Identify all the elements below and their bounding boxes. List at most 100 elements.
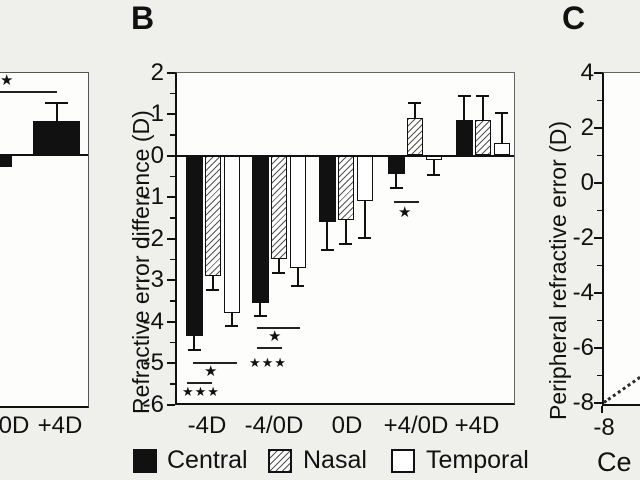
legend-swatch-central bbox=[133, 449, 157, 473]
panel-b-ytick-major bbox=[167, 113, 175, 115]
panel-b-errorbar bbox=[395, 174, 398, 189]
panel-b-ytick-major bbox=[167, 362, 175, 364]
panel-b-ytick-major bbox=[167, 403, 175, 406]
panel-b-bar-nasal--4/0D bbox=[270, 155, 287, 260]
panel-c-ytick-label: 4 bbox=[580, 59, 594, 86]
panel-c-ytick-major bbox=[594, 347, 602, 349]
panel-b-errorbar-cap bbox=[476, 95, 490, 98]
panel-c-ytick-minor bbox=[597, 99, 602, 102]
panel-b-significance-star-0: ★ bbox=[204, 363, 219, 380]
panel-b-errorbar-cap bbox=[253, 315, 267, 318]
panel-b-significance-star-2: ★ bbox=[268, 328, 283, 345]
panel-c-plot-area bbox=[602, 72, 640, 406]
panel-c-ytick-minor bbox=[597, 154, 602, 157]
panel-b-significance-line-0 bbox=[193, 362, 237, 364]
legend-swatch-temporal bbox=[391, 449, 415, 473]
panel-b-errorbar-cap bbox=[358, 236, 372, 239]
panel-b-ytick-minor bbox=[170, 134, 175, 136]
panel-b-ytick-label: -2 bbox=[142, 224, 164, 252]
panel-b-errorbar bbox=[230, 313, 233, 327]
panel-b-ytick-major bbox=[167, 196, 175, 198]
panel-c-ytick-major bbox=[594, 292, 602, 294]
panel-b-significance-star-1: ★★★ bbox=[182, 384, 220, 399]
panel-b-errorbar bbox=[326, 221, 329, 251]
panel-c-ytick-major bbox=[594, 237, 602, 239]
panel-b-ytick-label: 1 bbox=[150, 100, 164, 127]
panel-b-errorbar bbox=[296, 267, 299, 287]
panel-b-errorbar-cap bbox=[339, 242, 353, 245]
panel-a-xtick-label-1: +4D bbox=[37, 412, 83, 439]
panel-b-bar-nasal-0D bbox=[337, 155, 354, 220]
panel-b-letter: B bbox=[131, 0, 155, 36]
panel-b-errorbar bbox=[432, 159, 435, 177]
panel-b-errorbar bbox=[211, 275, 214, 291]
panel-c-ytick-label: -4 bbox=[572, 279, 594, 306]
panel-b-bar-temporal--4/0D bbox=[289, 155, 306, 268]
panel-b-xtick-label-4: +4D bbox=[454, 412, 500, 439]
panel-b-errorbar bbox=[193, 336, 196, 351]
panel-b-errorbar bbox=[344, 219, 347, 245]
panel-b-errorbar-cap bbox=[272, 272, 286, 275]
panel-b-errorbar-cap bbox=[427, 174, 441, 177]
panel-b-ytick-label: -3 bbox=[142, 266, 164, 293]
legend-swatch-nasal bbox=[268, 449, 292, 473]
panel-b-bar-temporal-0D bbox=[356, 155, 373, 202]
panel-b-errorbar bbox=[259, 302, 262, 318]
panel-a-significance-star: ★ bbox=[0, 72, 15, 89]
panel-b-ytick-minor bbox=[170, 175, 175, 177]
panel-c-ytick-major bbox=[594, 127, 602, 129]
panel-c-ytick-label: -2 bbox=[572, 224, 594, 251]
panel-b-bar-nasal-+4D bbox=[474, 120, 491, 156]
panel-b-xtick-label-3: +4/0D bbox=[383, 412, 449, 439]
panel-b-ytick-major bbox=[167, 154, 175, 157]
panel-a-zero-line bbox=[0, 153, 88, 156]
legend-label-central: Central bbox=[167, 446, 248, 474]
panel-b-bar-temporal-+4/0D bbox=[425, 155, 442, 160]
legend-label-nasal: Nasal bbox=[303, 446, 367, 474]
panel-b-errorbar bbox=[500, 111, 503, 144]
panel-b-xtick-label-0: -4D bbox=[187, 412, 227, 439]
panel-b-bar-nasal-+4/0D bbox=[406, 118, 423, 156]
panel-b-ytick-minor bbox=[170, 383, 175, 385]
panel-b-bar-central--4/0D bbox=[252, 155, 269, 303]
panel-b-bar-central--4D bbox=[186, 155, 203, 337]
panel-b-errorbar bbox=[363, 201, 366, 239]
panel-b-xtick-label-1: -4/0D bbox=[244, 412, 304, 439]
panel-b-ytick-minor bbox=[170, 258, 175, 260]
panel-b-bar-temporal--4D bbox=[223, 155, 240, 314]
panel-b-significance-line-1 bbox=[187, 382, 212, 384]
panel-a-xtick-label-0: 0D bbox=[0, 412, 30, 439]
panel-c-y-axis-label: Peripheral refractive error (D) bbox=[545, 120, 571, 420]
panel-c-ytick-minor bbox=[597, 319, 602, 322]
panel-a-significance-line bbox=[0, 91, 57, 93]
panel-c-ytick-label: 2 bbox=[580, 114, 594, 141]
panel-c-ytick-major bbox=[594, 72, 602, 74]
panel-b-ytick-major bbox=[167, 237, 175, 240]
panel-a-bar-central-+4D bbox=[33, 121, 80, 155]
panel-b-significance-star-3: ★★★ bbox=[249, 355, 287, 370]
panel-b-errorbar-cap bbox=[495, 111, 509, 114]
panel-a-bar-central-0D bbox=[0, 154, 12, 167]
panel-c-xtick bbox=[601, 406, 603, 413]
legend-label-temporal: Temporal bbox=[426, 446, 529, 474]
panel-c-letter: C bbox=[562, 0, 586, 36]
panel-b-ytick-major bbox=[167, 320, 175, 323]
panel-b-ytick-minor bbox=[170, 92, 175, 94]
panel-b-errorbar bbox=[277, 259, 280, 275]
panel-c-ytick-label: -6 bbox=[572, 334, 594, 361]
panel-b-significance-star-4: ★ bbox=[398, 204, 413, 221]
panel-b-errorbar-cap bbox=[291, 284, 305, 287]
panel-c-ytick-major bbox=[594, 402, 602, 404]
panel-b-significance-line-2 bbox=[257, 327, 300, 329]
panel-b-bar-central-+4D bbox=[456, 120, 473, 156]
panel-b-errorbar-cap bbox=[187, 348, 201, 351]
panel-b-ytick-major bbox=[167, 279, 175, 281]
panel-c-ytick-minor bbox=[597, 374, 602, 377]
panel-b-errorbar bbox=[463, 95, 466, 121]
panel-b-ytick-minor bbox=[170, 217, 175, 219]
panel-b-errorbar-cap bbox=[457, 95, 471, 98]
panel-b-bar-central-+4/0D bbox=[388, 155, 405, 175]
panel-c-x-axis-label-partial: Ce bbox=[597, 447, 632, 477]
panel-c-ytick-label: 0 bbox=[580, 169, 594, 196]
